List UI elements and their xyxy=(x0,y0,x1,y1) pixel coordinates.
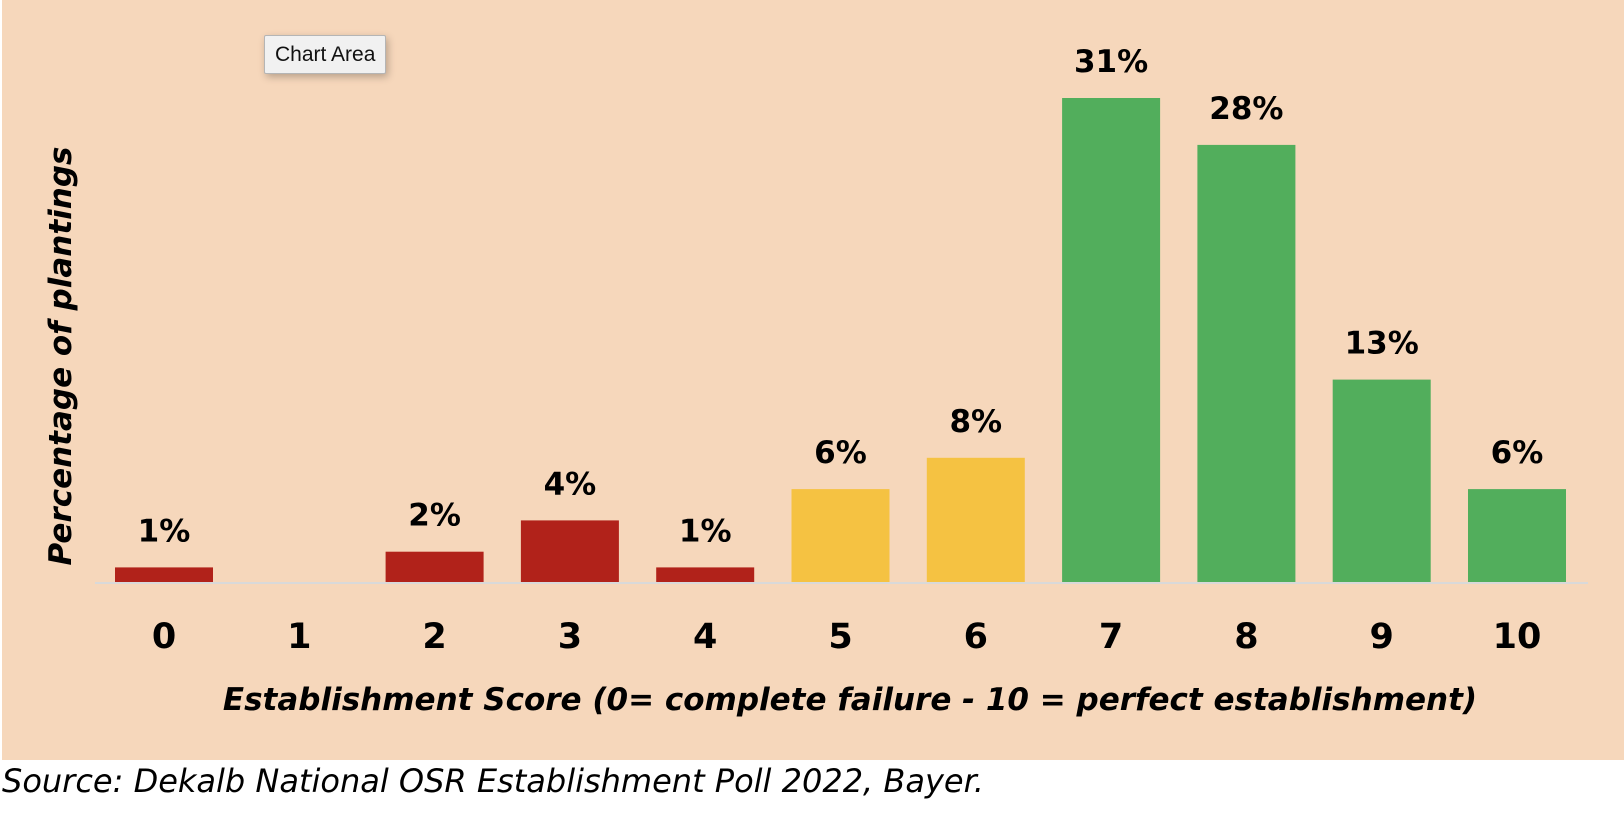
data-label-9: 13% xyxy=(1345,326,1419,362)
x-tick-label-5: 5 xyxy=(828,617,852,657)
x-tick-label-6: 6 xyxy=(964,617,988,657)
data-label-3: 4% xyxy=(544,466,597,502)
bar-2[interactable] xyxy=(385,551,484,583)
source-caption: Source: Dekalb National OSR Establishmen… xyxy=(2,762,984,800)
data-label-10: 6% xyxy=(1491,435,1544,471)
y-axis-title: Percentage of plantings xyxy=(43,147,79,566)
bars-group xyxy=(115,98,1566,583)
x-tick-label-8: 8 xyxy=(1234,617,1258,657)
x-tick-label-7: 7 xyxy=(1099,617,1123,657)
x-tick-label-10: 10 xyxy=(1493,617,1542,657)
bar-3[interactable] xyxy=(520,520,619,583)
data-label-0: 1% xyxy=(138,513,191,549)
x-tick-label-4: 4 xyxy=(693,617,717,657)
data-label-8: 28% xyxy=(1209,91,1283,127)
bar-4[interactable] xyxy=(656,567,755,583)
bar-9[interactable] xyxy=(1332,379,1431,583)
x-tick-label-9: 9 xyxy=(1370,617,1394,657)
chart-area[interactable]: 1% 2% 4% 1% 6% 8% 31% 28% 13% 6% 0 1 2 3 4 5 6 7 8 9 10 Est… xyxy=(2,0,1624,760)
x-tick-label-3: 3 xyxy=(558,617,582,657)
bar-10[interactable] xyxy=(1468,489,1566,583)
bar-5[interactable] xyxy=(791,489,890,583)
x-tick-label-0: 0 xyxy=(152,617,176,657)
data-label-6: 8% xyxy=(949,404,1002,440)
bar-8[interactable] xyxy=(1197,144,1296,583)
data-label-4: 1% xyxy=(679,513,732,549)
x-tick-labels-group: 0 1 2 3 4 5 6 7 8 9 10 xyxy=(152,617,1542,657)
x-tick-label-1: 1 xyxy=(287,617,311,657)
data-label-2: 2% xyxy=(408,498,461,534)
data-label-5: 6% xyxy=(814,435,867,471)
bar-chart: 1% 2% 4% 1% 6% 8% 31% 28% 13% 6% 0 1 2 3 4 5 6 7 8 9 10 Est… xyxy=(2,0,1624,760)
data-labels-group: 1% 2% 4% 1% 6% 8% 31% 28% 13% 6% xyxy=(138,44,1544,549)
x-axis-title: Establishment Score (0= complete failure… xyxy=(223,682,1477,718)
bar-7[interactable] xyxy=(1062,98,1161,583)
bar-0[interactable] xyxy=(115,567,213,583)
chart-area-tooltip: Chart Area xyxy=(264,35,387,74)
bar-6[interactable] xyxy=(926,457,1025,583)
x-tick-label-2: 2 xyxy=(422,617,446,657)
data-label-7: 31% xyxy=(1074,44,1148,80)
